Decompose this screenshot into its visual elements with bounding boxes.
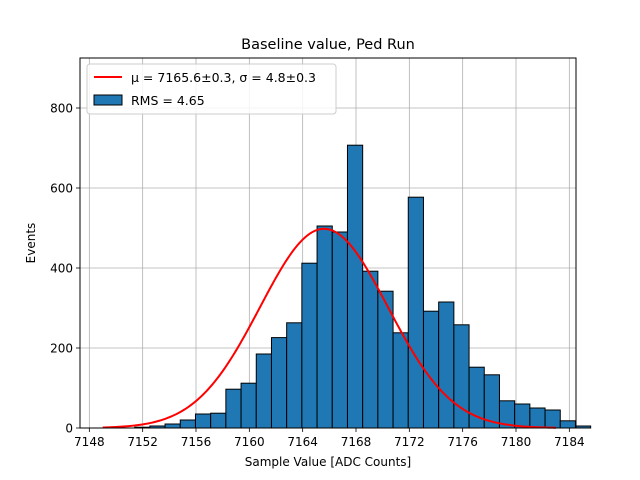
legend-box <box>86 63 337 115</box>
histogram-bar <box>316 225 333 429</box>
histogram-bars <box>134 144 592 429</box>
histogram-bar <box>559 420 576 429</box>
x-axis-ticks: 7148 7152 7156 7160 7164 7168 7172 7176 7180 7184 <box>74 428 585 449</box>
histogram-bar <box>514 403 531 429</box>
chart-title: Baseline value, Ped Run <box>241 37 415 53</box>
gaussian-fit-curve <box>102 227 557 429</box>
y-tick-label: 400 <box>50 262 73 276</box>
histogram-bar <box>286 322 303 429</box>
y-tick-label: 200 <box>50 342 73 356</box>
y-tick-label: 800 <box>50 102 73 116</box>
histogram-bar <box>270 337 288 429</box>
histogram-bar <box>544 409 561 429</box>
histogram-bar <box>301 262 318 429</box>
x-axis-label: Sample Value [ADC Counts] <box>245 455 411 469</box>
histogram-bar <box>529 407 546 429</box>
y-tick-label: 0 <box>65 422 73 436</box>
x-tick-label: 7176 <box>447 435 478 449</box>
legend-hist-swatch <box>93 94 123 106</box>
histogram-bar <box>164 423 181 429</box>
histogram-bar <box>346 144 364 429</box>
plot-frame <box>79 57 577 429</box>
x-tick-label: 7184 <box>554 435 585 449</box>
y-tick-label: 600 <box>50 182 73 196</box>
x-tick-label: 7164 <box>287 435 318 449</box>
x-tick-label: 7148 <box>74 435 105 449</box>
y-axis-ticks: 0 200 400 600 800 <box>50 102 80 436</box>
histogram-bar <box>179 419 196 429</box>
histogram-bar <box>407 196 424 429</box>
histogram-bar <box>255 353 272 429</box>
histogram-bar <box>225 388 242 429</box>
histogram-bar <box>240 382 257 429</box>
legend-fit-label: μ = 7165.6±0.3, σ = 4.8±0.3 <box>131 70 316 85</box>
histogram-bar <box>362 270 379 429</box>
x-tick-label: 7172 <box>394 435 425 449</box>
x-tick-label: 7152 <box>127 435 158 449</box>
legend-hist-label: RMS = 4.65 <box>131 93 205 108</box>
histogram-bar <box>574 425 592 429</box>
x-tick-label: 7160 <box>234 435 265 449</box>
x-tick-label: 7180 <box>501 435 532 449</box>
histogram-bar <box>331 231 348 429</box>
histogram-bar <box>210 412 227 429</box>
histogram-bar <box>438 301 455 429</box>
x-tick-label: 7168 <box>341 435 372 449</box>
histogram-bar <box>194 413 212 429</box>
histogram-bar <box>422 310 440 429</box>
x-tick-label: 7156 <box>181 435 212 449</box>
y-axis-label: Events <box>24 223 38 264</box>
legend: μ = 7165.6±0.3, σ = 4.8±0.3 RMS = 4.65 <box>86 63 337 115</box>
histogram-bar <box>392 332 409 429</box>
